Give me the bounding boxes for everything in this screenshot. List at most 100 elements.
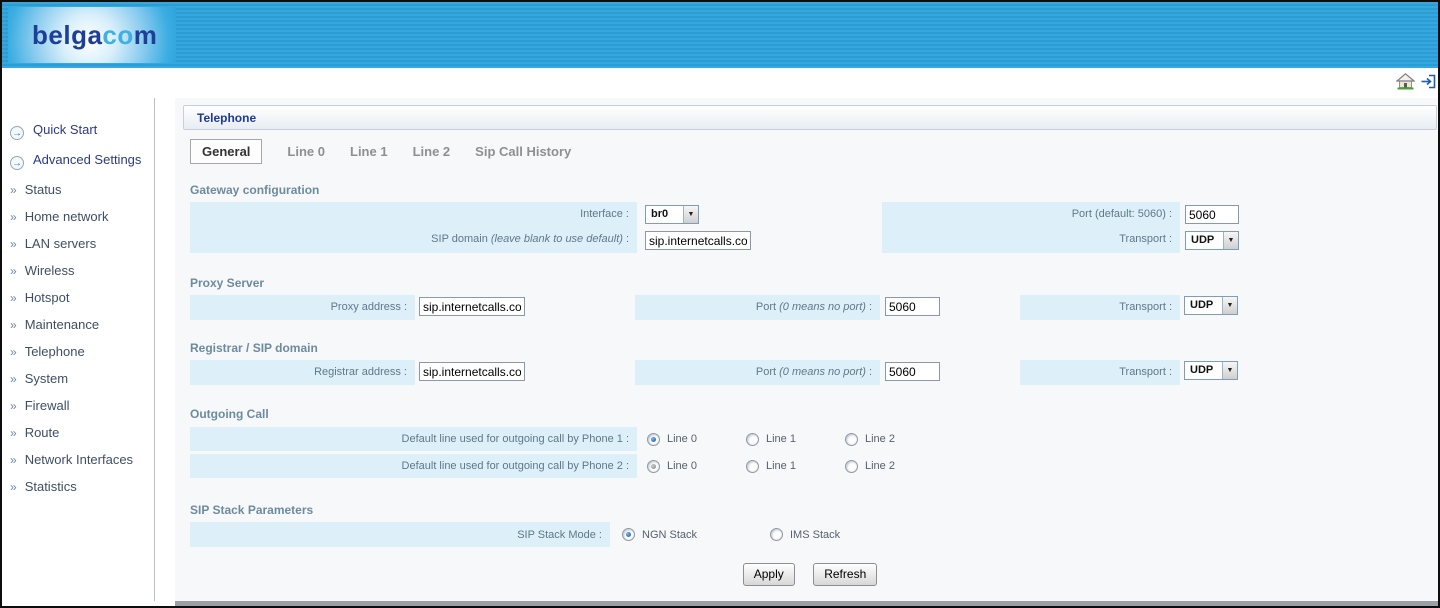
phone2-line0-radio[interactable] <box>647 459 660 473</box>
sip-domain-note: (leave blank to use default) <box>490 233 623 245</box>
tab-line-1[interactable]: Line 1 <box>350 144 388 159</box>
sidebar-item-maintenance[interactable]: » Maintenance <box>2 317 154 333</box>
registrar-port-label: Port (0 means no port): <box>755 366 872 378</box>
logo-panel: belgacom <box>8 7 176 63</box>
phone2-line1-radio[interactable] <box>746 459 759 473</box>
registrar-transport-select[interactable]: UDP ▼ <box>1184 361 1238 380</box>
phone1-label: Default line used for outgoing call by P… <box>401 433 629 445</box>
ims-stack-radio[interactable] <box>770 528 783 541</box>
interface-select-value: br0 <box>651 208 669 220</box>
sidebar-item-label: Firewall <box>24 398 70 413</box>
radio-option-label: Line 2 <box>865 433 895 445</box>
ngn-stack-radio[interactable] <box>622 528 635 541</box>
sidebar-item-label: Wireless <box>24 263 75 278</box>
phone2-line1-option: Line 1 <box>746 454 796 478</box>
phone2-line0-option: Line 0 <box>647 454 697 478</box>
sidebar-item-label: Network Interfaces <box>24 452 134 467</box>
section-heading-sip-stack: SIP Stack Parameters <box>190 503 314 517</box>
proxy-address-label: Proxy address : <box>330 301 407 313</box>
section-heading-proxy: Proxy Server <box>190 276 265 290</box>
phone1-line0-radio[interactable] <box>647 432 660 446</box>
section-heading-outgoing: Outgoing Call <box>190 407 269 421</box>
sidebar-item-label: Home network <box>24 209 109 224</box>
tab-bar: General Line 0 Line 1 Line 2 Sip Call Hi… <box>190 138 571 165</box>
horizontal-scrollbar[interactable] <box>175 601 1438 606</box>
sidebar-nav: → Quick Start → Advanced Settings » Status … <box>2 98 155 601</box>
sidebar-item-wireless[interactable]: » Wireless <box>2 263 154 279</box>
radio-option-label: Line 1 <box>766 433 796 445</box>
sidebar-item-hotspot[interactable]: » Hotspot <box>2 290 154 306</box>
page-title: Telephone <box>183 105 1437 130</box>
phone2-line2-option: Line 2 <box>845 454 895 478</box>
select-arrow-icon: ▼ <box>1222 297 1237 314</box>
radio-option-label: Line 0 <box>667 460 697 472</box>
sidebar-item-label: LAN servers <box>24 236 97 251</box>
apply-button[interactable]: Apply <box>742 563 795 586</box>
top-banner: belgacom <box>2 2 1438 68</box>
gateway-transport-select[interactable]: UDP ▼ <box>1185 231 1239 250</box>
interface-select[interactable]: br0 ▼ <box>645 205 699 224</box>
sidebar-item-network-interfaces[interactable]: » Network Interfaces <box>2 452 154 468</box>
section-heading-registrar: Registrar / SIP domain <box>190 341 318 355</box>
radio-option-label: Line 2 <box>865 460 895 472</box>
select-arrow-icon: ▼ <box>683 206 698 223</box>
gateway-port-input[interactable] <box>1185 205 1239 224</box>
registrar-port-note: (0 means no port) <box>779 366 866 378</box>
sidebar-item-telephone[interactable]: » Telephone <box>2 344 154 360</box>
ngn-stack-option: NGN Stack <box>622 522 697 547</box>
tab-line-0[interactable]: Line 0 <box>287 144 325 159</box>
registrar-port-band: Port (0 means no port): <box>635 360 880 385</box>
sidebar-item-advanced-settings[interactable]: → Advanced Settings <box>2 152 154 170</box>
phone2-label: Default line used for outgoing call by P… <box>401 460 629 472</box>
select-arrow-icon: ▼ <box>1222 362 1237 379</box>
proxy-transport-label: Transport : <box>1119 301 1172 313</box>
sidebar-item-status[interactable]: » Status <box>2 182 154 198</box>
tab-line-2[interactable]: Line 2 <box>412 144 451 159</box>
registrar-address-input[interactable] <box>419 362 525 381</box>
registrar-address-band: Registrar address : <box>190 360 415 385</box>
proxy-transport-select[interactable]: UDP ▼ <box>1184 296 1238 315</box>
phone1-line0-option: Line 0 <box>647 427 697 451</box>
chevron-icon: » <box>10 318 17 332</box>
sidebar-item-quick-start[interactable]: → Quick Start <box>2 122 154 140</box>
proxy-transport-value: UDP <box>1190 299 1214 311</box>
sidebar-item-lan-servers[interactable]: » LAN servers <box>2 236 154 252</box>
phone2-line2-radio[interactable] <box>845 459 858 473</box>
sip-domain-input[interactable] <box>645 231 751 250</box>
chevron-icon: » <box>10 372 17 386</box>
sidebar-item-label: Statistics <box>24 479 77 494</box>
sidebar-item-label: Telephone <box>24 344 85 359</box>
tab-general[interactable]: General <box>190 139 263 164</box>
header-icon-row <box>1395 73 1437 95</box>
chevron-icon: » <box>10 453 17 467</box>
sidebar-item-system[interactable]: » System <box>2 371 154 387</box>
home-icon[interactable] <box>1395 73 1416 95</box>
radio-option-label: Line 1 <box>766 460 796 472</box>
registrar-port-input[interactable] <box>885 362 940 381</box>
phone1-line1-option: Line 1 <box>746 427 796 451</box>
refresh-button[interactable]: Refresh <box>813 563 878 586</box>
sidebar-item-route[interactable]: » Route <box>2 425 154 441</box>
tab-sip-call-history[interactable]: Sip Call History <box>475 144 572 159</box>
registrar-transport-label: Transport : <box>1119 366 1172 378</box>
phone1-line2-radio[interactable] <box>845 432 858 446</box>
proxy-port-note: (0 means no port) <box>779 301 866 313</box>
proxy-port-input[interactable] <box>885 297 940 316</box>
sidebar-item-home-network[interactable]: » Home network <box>2 209 154 225</box>
sidebar-item-statistics[interactable]: » Statistics <box>2 479 154 495</box>
logout-icon[interactable] <box>1420 73 1437 95</box>
section-heading-gateway: Gateway configuration <box>190 183 320 197</box>
phone1-line1-radio[interactable] <box>746 432 759 446</box>
belgacom-logo: belgacom <box>32 20 157 51</box>
proxy-address-input[interactable] <box>419 297 525 316</box>
logo-part-1: belga <box>32 20 103 50</box>
phone1-label-band: Default line used for outgoing call by P… <box>190 427 637 451</box>
phone2-label-band: Default line used for outgoing call by P… <box>190 454 637 478</box>
chevron-icon: » <box>10 345 17 359</box>
registrar-transport-value: UDP <box>1190 364 1214 376</box>
chevron-icon: » <box>10 426 17 440</box>
arrow-circle-icon: → <box>10 126 24 140</box>
sidebar-item-firewall[interactable]: » Firewall <box>2 398 154 414</box>
proxy-address-band: Proxy address : <box>190 295 415 320</box>
logo-part-2: co <box>102 20 134 50</box>
